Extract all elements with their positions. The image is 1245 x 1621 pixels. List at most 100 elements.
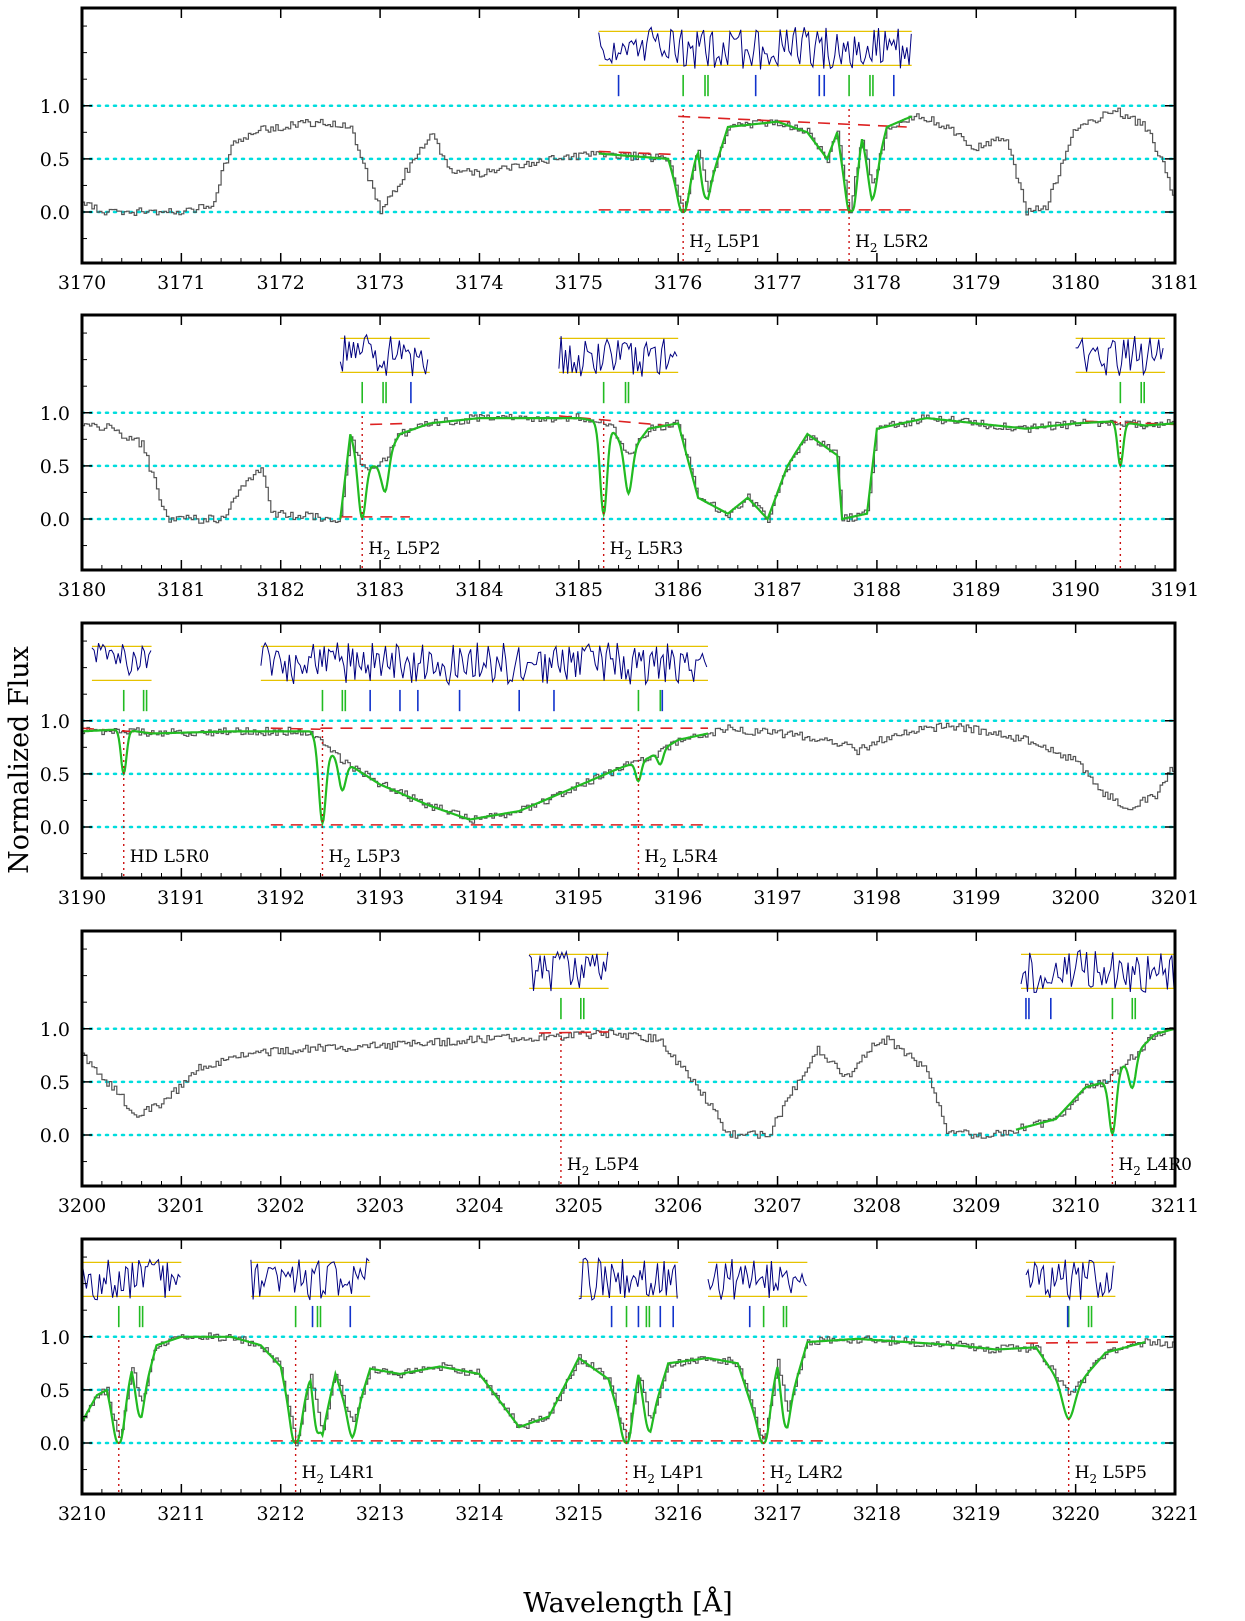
continuum-2 [678, 115, 907, 128]
y-tick-label: 0.0 [40, 509, 70, 531]
x-tick-label: 3214 [455, 1503, 503, 1525]
line-id-label: H2 L5P5 [1075, 1463, 1147, 1486]
line-id-subscript: 2 [1133, 1164, 1141, 1178]
observed-spectrum [82, 107, 1175, 216]
line-id-label: H2 L4R2 [770, 1463, 844, 1486]
line-id-label: H2 L5P4 [567, 1155, 639, 1178]
x-axis-title: Wavelength [Å] [523, 1586, 732, 1619]
panel-frame [80, 929, 1177, 1188]
line-id-transition: L4R2 [792, 1463, 843, 1483]
x-tick-label: 3191 [1151, 579, 1199, 601]
continuum-1 [598, 150, 679, 156]
observed-spectrum [82, 1027, 1175, 1139]
x-tick-label: 3178 [853, 272, 901, 294]
line-id-subscript: 2 [624, 548, 632, 562]
x-tick-label: 3219 [952, 1503, 1000, 1525]
line-id-label: H2 L4R0 [1118, 1155, 1192, 1178]
y-tick-label: 1.0 [40, 711, 70, 733]
x-tick-label: 3216 [654, 1503, 702, 1525]
x-tick-label: 3205 [555, 1195, 603, 1217]
observed-spectrum [82, 722, 1175, 824]
x-tick-label: 3220 [1051, 1503, 1099, 1525]
line-id-subscript: 2 [647, 1472, 655, 1486]
panel-frame [80, 621, 1177, 880]
x-tick-label: 3206 [654, 1195, 702, 1217]
line-id-species: H [633, 1463, 648, 1483]
fitted-model [339, 416, 1175, 522]
residual-trace-3 [1075, 336, 1164, 377]
residual-trace-5 [1025, 1259, 1114, 1302]
y-tick-label: 0.5 [40, 1072, 70, 1094]
residual-trace-1 [528, 949, 609, 992]
line-id-transition: L4P1 [655, 1463, 705, 1483]
line-id-label: H2 L5P1 [689, 232, 761, 255]
x-tick-label: 3193 [356, 887, 404, 909]
y-tick-label: 1.0 [40, 96, 70, 118]
x-tick-label: 3200 [58, 1195, 106, 1217]
x-tick-label: 3194 [455, 887, 503, 909]
x-tick-label: 3180 [58, 579, 106, 601]
line-id-label: H2 L4P1 [633, 1463, 705, 1486]
y-tick-label: 0.0 [40, 202, 70, 224]
continuum-1 [370, 422, 410, 426]
x-tick-label: 3204 [455, 1195, 503, 1217]
x-tick-label: 3202 [257, 1195, 305, 1217]
residual-trace-2 [558, 336, 678, 377]
residual-trace-2 [260, 641, 708, 687]
x-tick-label: 3188 [853, 579, 901, 601]
line-id-species: H [770, 1463, 785, 1483]
line-id-transition: L5P4 [589, 1155, 639, 1175]
x-tick-label: 3217 [753, 1503, 801, 1525]
x-tick-label: 3209 [952, 1195, 1000, 1217]
x-tick-label: 3210 [1051, 1195, 1099, 1217]
observed-spectrum [82, 413, 1175, 524]
x-tick-label: 3199 [952, 887, 1000, 909]
x-tick-label: 3172 [257, 272, 305, 294]
line-id-transition: L5P5 [1097, 1463, 1147, 1483]
residual-trace-1 [91, 643, 152, 677]
line-id-subscript: 2 [316, 1472, 324, 1486]
line-id-subscript: 2 [659, 856, 667, 870]
x-tick-label: 3190 [58, 887, 106, 909]
line-id-label: H2 L5R4 [644, 847, 718, 870]
line-id-species: H [328, 847, 343, 867]
line-id-transition: L5P1 [712, 232, 762, 252]
plot-area [82, 1256, 1175, 1494]
continuum-2 [270, 727, 321, 731]
line-id-subscript: 2 [383, 548, 391, 562]
fitted-model [1015, 1027, 1175, 1137]
x-tick-label: 3175 [555, 272, 603, 294]
y-axis-title: Normalized Flux [4, 646, 35, 874]
x-tick-label: 3177 [753, 272, 801, 294]
line-id-species: H [610, 539, 625, 559]
y-tick-label: 1.0 [40, 403, 70, 425]
y-tick-label: 0.5 [40, 456, 70, 478]
x-tick-label: 3201 [1151, 887, 1199, 909]
line-id-label: H2 L5R3 [610, 539, 684, 562]
x-tick-label: 3183 [356, 579, 404, 601]
x-tick-label: 3200 [1051, 887, 1099, 909]
residual-trace-1 [598, 26, 912, 70]
line-id-transition: L5R0 [158, 847, 209, 867]
x-tick-label: 3197 [753, 887, 801, 909]
x-tick-label: 3181 [1151, 272, 1199, 294]
line-id-species: H [1075, 1463, 1090, 1483]
observed-spectrum [82, 1332, 1175, 1447]
y-tick-label: 0.5 [40, 764, 70, 786]
line-id-subscript: 2 [1090, 1472, 1098, 1486]
x-tick-label: 3191 [157, 887, 205, 909]
x-tick-label: 3185 [555, 579, 603, 601]
residual-trace-1 [82, 1258, 181, 1301]
y-tick-label: 0.5 [40, 149, 70, 171]
x-tick-label: 3198 [853, 887, 901, 909]
x-tick-label: 3221 [1151, 1503, 1199, 1525]
y-tick-label: 0.0 [40, 1125, 70, 1147]
y-tick-label: 0.5 [40, 1380, 70, 1402]
x-tick-label: 3211 [157, 1503, 205, 1525]
line-id-label: H2 L5P2 [368, 539, 440, 562]
x-tick-label: 3218 [853, 1503, 901, 1525]
x-tick-label: 3210 [58, 1503, 106, 1525]
x-tick-label: 3208 [853, 1195, 901, 1217]
